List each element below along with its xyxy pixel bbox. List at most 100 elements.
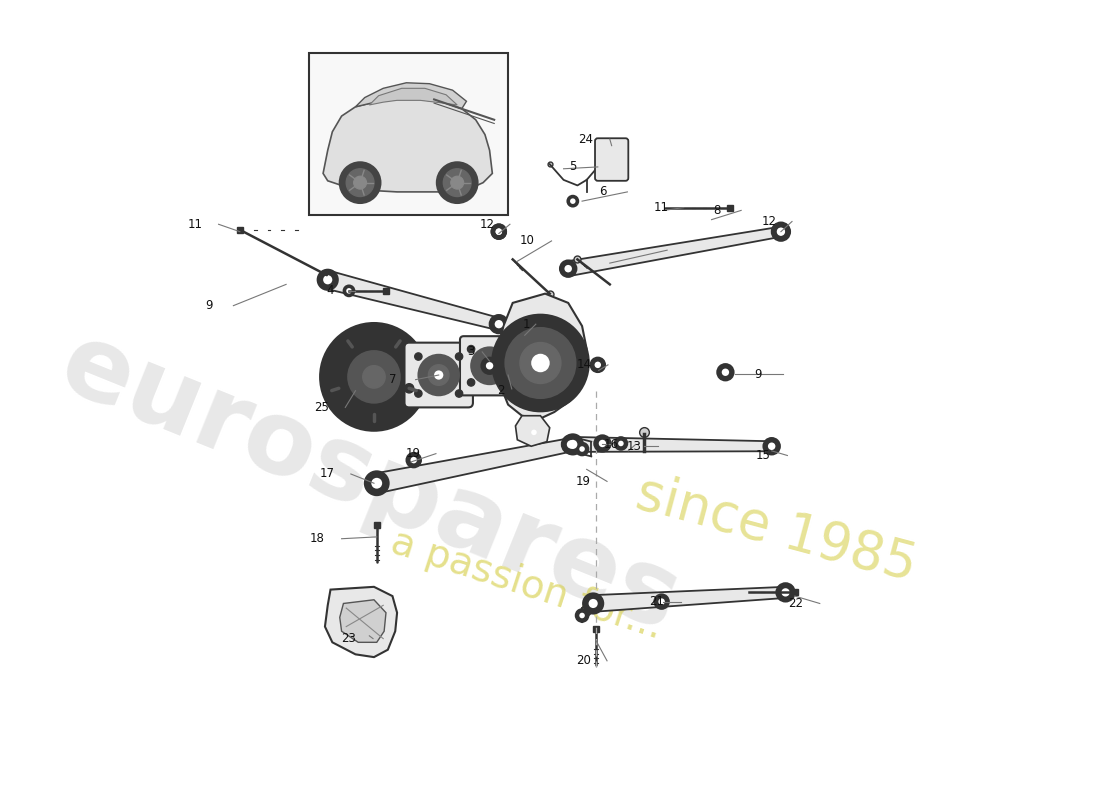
Circle shape bbox=[575, 442, 589, 455]
Text: a passion for...: a passion for... bbox=[386, 523, 668, 647]
Circle shape bbox=[346, 169, 374, 197]
Circle shape bbox=[348, 351, 400, 402]
Text: 24: 24 bbox=[579, 133, 593, 146]
Circle shape bbox=[588, 599, 597, 608]
Circle shape bbox=[722, 369, 729, 376]
Circle shape bbox=[496, 229, 502, 235]
Circle shape bbox=[562, 434, 583, 454]
Circle shape bbox=[415, 353, 422, 360]
Text: 16: 16 bbox=[604, 438, 619, 451]
Circle shape bbox=[468, 378, 475, 386]
Circle shape bbox=[340, 162, 381, 203]
Text: 9: 9 bbox=[754, 368, 761, 381]
Circle shape bbox=[528, 426, 540, 439]
Circle shape bbox=[406, 453, 421, 467]
Circle shape bbox=[372, 478, 382, 489]
Circle shape bbox=[781, 588, 790, 597]
FancyBboxPatch shape bbox=[405, 342, 473, 407]
Circle shape bbox=[591, 358, 605, 372]
Circle shape bbox=[496, 229, 502, 235]
Circle shape bbox=[505, 346, 512, 353]
Circle shape bbox=[717, 364, 734, 381]
Circle shape bbox=[595, 362, 601, 368]
Circle shape bbox=[777, 583, 795, 602]
Text: 9: 9 bbox=[206, 299, 213, 312]
Circle shape bbox=[471, 347, 508, 384]
Text: 14: 14 bbox=[576, 358, 592, 371]
Polygon shape bbox=[516, 416, 550, 446]
Circle shape bbox=[531, 430, 537, 435]
Circle shape bbox=[568, 196, 579, 206]
Text: 12: 12 bbox=[761, 215, 777, 228]
Circle shape bbox=[418, 354, 459, 395]
Circle shape bbox=[348, 342, 356, 351]
Circle shape bbox=[659, 598, 664, 605]
Circle shape bbox=[569, 440, 578, 449]
Circle shape bbox=[405, 384, 414, 393]
Circle shape bbox=[505, 378, 512, 386]
Circle shape bbox=[615, 437, 627, 450]
Circle shape bbox=[323, 275, 332, 284]
Circle shape bbox=[437, 162, 477, 203]
Text: 10: 10 bbox=[520, 234, 535, 247]
Text: 21: 21 bbox=[649, 595, 664, 608]
Circle shape bbox=[318, 270, 338, 290]
Circle shape bbox=[493, 315, 588, 411]
Circle shape bbox=[580, 613, 585, 618]
Text: since 1985: since 1985 bbox=[630, 467, 922, 592]
Circle shape bbox=[490, 315, 508, 334]
Circle shape bbox=[486, 362, 493, 370]
Polygon shape bbox=[497, 294, 586, 418]
Circle shape bbox=[570, 198, 575, 204]
Circle shape bbox=[365, 471, 388, 495]
Circle shape bbox=[443, 169, 471, 197]
Text: 12: 12 bbox=[480, 218, 494, 230]
Text: 2: 2 bbox=[497, 384, 505, 398]
Text: 1: 1 bbox=[522, 318, 530, 330]
Circle shape bbox=[583, 594, 603, 614]
Circle shape bbox=[763, 438, 780, 454]
Circle shape bbox=[598, 440, 606, 447]
Circle shape bbox=[575, 609, 589, 622]
Circle shape bbox=[654, 594, 669, 609]
Circle shape bbox=[618, 441, 624, 446]
Circle shape bbox=[772, 223, 789, 240]
Text: 19: 19 bbox=[405, 447, 420, 460]
Circle shape bbox=[365, 472, 388, 494]
Text: 15: 15 bbox=[756, 449, 771, 462]
Text: 8: 8 bbox=[714, 204, 720, 217]
Polygon shape bbox=[324, 587, 397, 657]
Text: 7: 7 bbox=[388, 373, 396, 386]
Text: eurospares: eurospares bbox=[45, 313, 693, 654]
Polygon shape bbox=[340, 600, 386, 642]
Circle shape bbox=[768, 442, 776, 450]
Circle shape bbox=[319, 271, 336, 288]
Circle shape bbox=[455, 353, 463, 360]
Polygon shape bbox=[375, 438, 574, 493]
Circle shape bbox=[580, 446, 585, 452]
Text: 11: 11 bbox=[653, 201, 668, 214]
Circle shape bbox=[353, 176, 366, 189]
Circle shape bbox=[451, 176, 464, 189]
FancyBboxPatch shape bbox=[309, 53, 508, 215]
Polygon shape bbox=[370, 88, 458, 105]
Circle shape bbox=[455, 390, 463, 398]
Text: 3: 3 bbox=[468, 346, 475, 358]
Circle shape bbox=[468, 346, 475, 353]
Polygon shape bbox=[326, 271, 500, 330]
Text: 11: 11 bbox=[188, 218, 204, 230]
FancyBboxPatch shape bbox=[460, 336, 519, 395]
Circle shape bbox=[346, 288, 352, 294]
Circle shape bbox=[415, 390, 422, 398]
Text: 19: 19 bbox=[575, 475, 591, 488]
Circle shape bbox=[363, 366, 385, 388]
Circle shape bbox=[320, 323, 428, 430]
Polygon shape bbox=[355, 82, 466, 109]
Text: 23: 23 bbox=[342, 632, 356, 645]
Circle shape bbox=[778, 228, 784, 235]
Text: 20: 20 bbox=[576, 654, 592, 667]
Circle shape bbox=[505, 328, 575, 398]
Circle shape bbox=[392, 342, 400, 351]
Circle shape bbox=[520, 342, 561, 383]
Circle shape bbox=[372, 478, 382, 488]
